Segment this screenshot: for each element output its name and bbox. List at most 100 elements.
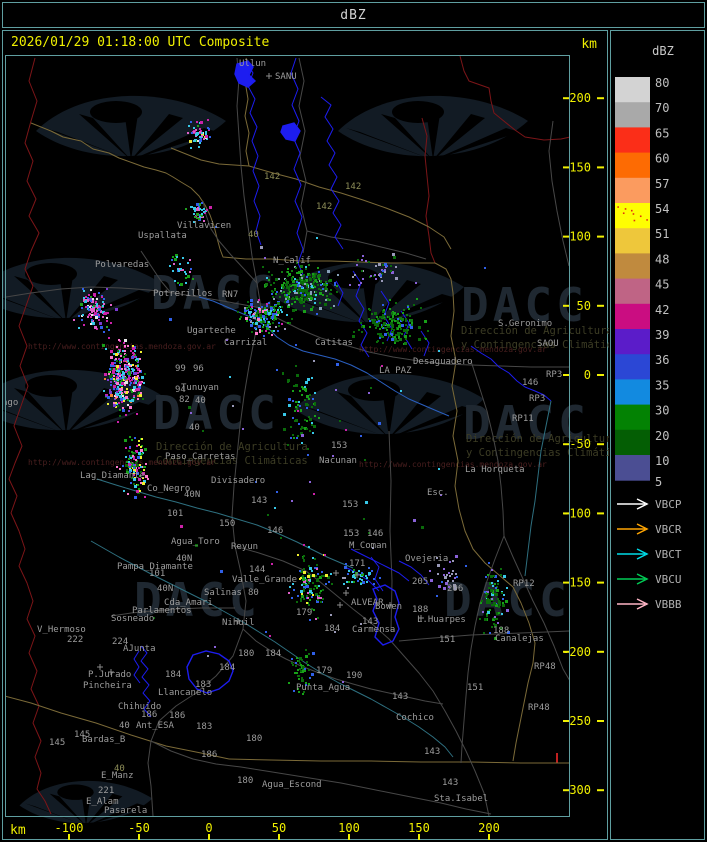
bottom-axis-label: 100 [338,821,360,835]
scale-swatch [615,429,650,456]
map-label: Valle_Grande [232,575,297,585]
scale-swatch [615,278,650,305]
map-label: 145 [74,730,90,740]
map-label: 153 [343,529,359,539]
map-label: 188 [493,626,509,636]
map-label: 190 [346,671,362,681]
map-label: 143 [251,496,267,506]
page-title: dBZ [340,7,367,23]
map-line [242,628,444,705]
map-label: Ugarteche [187,326,236,336]
map-label: 184 [165,670,181,680]
map-label: 146 [522,378,538,388]
map-line [398,560,430,586]
bottom-axis-label: -100 [55,821,84,835]
map-label: L.Huarpes [417,615,466,625]
scale-label: 42 [655,303,669,317]
scale-swatch [615,127,650,154]
map-line [352,270,370,358]
dacc-brand-watermark: DACC [153,386,280,440]
map-label: E_Alam [86,797,119,807]
scale-label: 51 [655,227,669,241]
vector-label: VBCP [655,498,682,511]
station-marker-icon [108,669,114,675]
map-label: Reyun [231,542,258,552]
map-label: ago [3,398,18,408]
map-label: Uspallata [138,231,187,241]
map-line [335,280,344,307]
map-label: 143 [442,778,458,788]
map-label: Sta.Isabel [434,794,488,804]
right-axis-label: 0 [584,368,591,382]
right-axis-label: 150 [569,160,591,174]
bottom-axis-label: 0 [205,821,212,835]
map-line [370,556,384,592]
map-label: N_Calif [273,256,311,266]
map-label: Potrerillos [153,289,213,299]
map-label: Salinas [204,588,242,598]
map-line [470,360,505,537]
right-axis-unit: km [581,37,597,52]
map-line [140,250,172,294]
lake-outline [280,122,301,142]
dacc-text-watermark: Dirección de Agricultura [156,441,308,453]
station-marker-icon [333,570,339,576]
map-label: Ant_ESA [136,721,175,731]
station-marker-icon [418,615,424,621]
map-label: Punta_Agua [296,683,350,693]
map-label: 94 [175,385,186,395]
vector-arrow-vbbb [617,598,649,610]
map-label: 151 [439,635,455,645]
map-label: M_Coman [349,541,387,551]
map-label: S.Geronimo [498,319,552,329]
map-label: 205 [412,577,428,587]
map-label: LA PAZ [379,366,412,376]
map-label: Esc. [427,488,449,498]
map-label: 224 [112,637,128,647]
map-line [170,147,250,167]
map-label: 183 [195,680,211,690]
dacc-eye-logo-icon [36,95,226,160]
map-line [234,545,490,816]
map-label: Cochico [396,713,434,723]
map-label: Pincheira [83,681,132,691]
map-label: P.Jurado [88,670,131,680]
scale-label: 39 [655,328,669,342]
right-axis-label: -300 [562,783,591,797]
right-axis-label: -100 [562,506,591,520]
map-label: Paso_Carretas [165,452,235,462]
vector-arrow-vbcu [617,573,649,585]
scale-label: 35 [655,378,669,392]
map-line [228,758,569,764]
map-line [133,650,141,684]
map-label: Chihuido [118,702,161,712]
vector-arrow-vbcr [617,523,649,535]
map-line [260,307,569,368]
scale-swatch [615,228,650,254]
map-line [6,695,230,760]
map-label: 186 [169,711,185,721]
map-line [6,286,262,309]
map-label: Lag_Diamante [80,471,145,481]
right-axis-label: -50 [569,437,591,451]
lake-outline [234,60,257,88]
dacc-eye-logo-icon [294,373,484,438]
scale-label: 20 [655,429,669,443]
map-label: Pampa_Diamante [117,562,193,572]
map-label: Bardas_B [82,735,125,745]
dacc-url-watermark: http://www.contingencias.mendoza.gov.ar [28,342,216,351]
map-label: ALVEAR [351,598,384,608]
map-label: 142 [316,202,332,212]
right-axis-label: 200 [569,91,591,105]
scale-swatch [615,404,650,431]
map-line [306,230,427,260]
map-label: 40N [184,490,200,500]
legend-panel: dBZ 80 70 65 60 57 54 51 48 45 42 39 36 35 30 20 10 5 VBCP… [610,30,705,840]
map-line [236,57,262,309]
map-line [248,165,452,250]
timestamp-label: 2026/01/29 01:18:00 UTC Composite [11,35,270,50]
map-line [140,645,152,718]
map-panel: 2026/01/29 01:18:00 UTC Composite km DAC… [2,30,609,840]
dacc-url-watermark: http://www.contingencias.mendoza.gov.ar [28,458,216,467]
